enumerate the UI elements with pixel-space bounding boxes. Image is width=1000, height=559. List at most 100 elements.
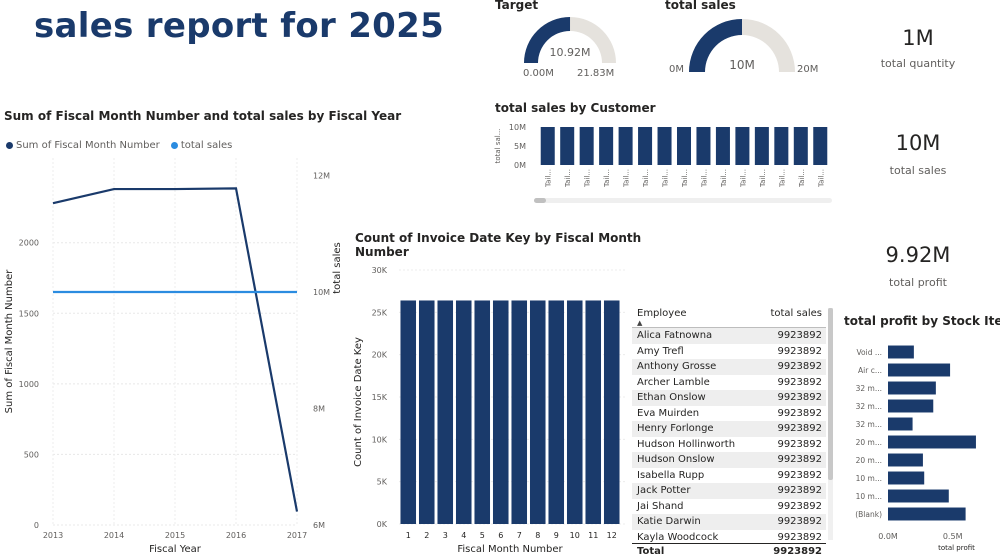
table-row[interactable]: Eva Muirden 9923892	[632, 406, 826, 422]
bar[interactable]	[529, 300, 546, 524]
line-chart[interactable]: 0 500 1000 1500 2000 6M 8M 10M 12M 2013 2014 2015 20…	[0, 148, 345, 559]
employee-total-sales: 9923892	[777, 345, 822, 357]
profit-chart[interactable]: Void ... Air c... 32 m... 32 m... 32 m... 20 …	[840, 335, 998, 559]
bar[interactable]	[888, 507, 966, 521]
employee-name: Amy Trefl	[637, 345, 684, 357]
x-tick-label: 9	[554, 531, 559, 540]
y-tick-label: 32 m...	[856, 420, 882, 429]
bar[interactable]	[579, 127, 594, 165]
table-row[interactable]: Amy Trefl 9923892	[632, 344, 826, 360]
bar[interactable]	[585, 300, 602, 524]
x-tick-label: 0.5M	[943, 532, 963, 541]
bar[interactable]	[560, 127, 575, 165]
y-tick-label: 5K	[377, 478, 388, 487]
bar[interactable]	[638, 127, 653, 165]
employee-table[interactable]: Employee ▲ total sales Alica Fatnowna 992…	[632, 306, 826, 559]
bar[interactable]	[888, 453, 923, 467]
employee-name: Henry Forlonge	[637, 423, 714, 434]
bar[interactable]	[657, 127, 672, 165]
bar[interactable]	[715, 127, 730, 165]
bar[interactable]	[418, 300, 435, 524]
y-tick-label: 10 m...	[856, 492, 882, 501]
y-tick-label: 20 m...	[856, 438, 882, 447]
invoice-chart-title-line2: Number	[355, 245, 409, 259]
table-row[interactable]: Hudson Hollinworth 9923892	[632, 437, 826, 453]
bar[interactable]	[793, 127, 808, 165]
table-row[interactable]: Kayla Woodcock 9923892	[632, 530, 826, 544]
target-gauge[interactable]	[515, 12, 625, 82]
y-tick-label: 10 m...	[856, 474, 882, 483]
bar[interactable]	[774, 127, 789, 165]
bar[interactable]	[696, 127, 711, 165]
customer-chart[interactable]: 0M 5M 10M total sal... Tail... Tail... Tail...…	[490, 118, 840, 198]
employee-name: Alica Fatnowna	[637, 330, 713, 341]
page-title: sales report for 2025	[34, 6, 445, 46]
bar[interactable]	[888, 471, 925, 485]
y2-tick-label: 8M	[313, 404, 325, 413]
bar[interactable]	[511, 300, 528, 524]
bar[interactable]	[676, 127, 692, 165]
header-employee[interactable]: Employee ▲	[637, 308, 687, 327]
bar[interactable]	[888, 345, 914, 359]
bar[interactable]	[618, 127, 633, 165]
y-tick-label: 1500	[19, 309, 39, 318]
table-row[interactable]: Jack Potter 9923892	[632, 483, 826, 499]
y-tick-label: 1000	[19, 380, 39, 389]
table-row[interactable]: Isabella Rupp 9923892	[632, 468, 826, 484]
y-tick-label: 2000	[19, 239, 39, 248]
legend-item-total-sales[interactable]: total sales	[170, 140, 232, 151]
total-sales-gauge-max: 20M	[797, 64, 819, 75]
table-row[interactable]: Henry Forlonge 9923892	[632, 421, 826, 437]
bar[interactable]	[754, 127, 769, 165]
y-tick-label: 20K	[372, 351, 388, 360]
bar[interactable]	[888, 399, 934, 413]
bar[interactable]	[437, 300, 454, 524]
x-tick-label: 2014	[104, 531, 124, 540]
employee-total-sales: 9923892	[777, 485, 822, 496]
bar[interactable]	[548, 300, 565, 524]
table-row[interactable]: Archer Lamble 9923892	[632, 375, 826, 391]
x-tick-label: 0.0M	[878, 532, 898, 541]
bar[interactable]	[599, 127, 614, 165]
bar[interactable]	[455, 300, 472, 524]
total-quantity-card-label: total quantity	[880, 57, 956, 70]
employee-total-sales: 9923892	[777, 423, 822, 434]
y-axis-title: total sal...	[494, 129, 502, 164]
bar[interactable]	[888, 381, 936, 395]
bar[interactable]	[888, 435, 976, 449]
bar[interactable]	[492, 300, 509, 524]
bar[interactable]	[603, 300, 620, 524]
table-scroll-thumb[interactable]	[828, 308, 833, 480]
table-row[interactable]: Ethan Onslow 9923892	[632, 390, 826, 406]
table-row[interactable]: Alica Fatnowna 9923892	[632, 328, 826, 344]
table-row[interactable]: Jai Shand 9923892	[632, 499, 826, 515]
table-row[interactable]: Katie Darwin 9923892	[632, 514, 826, 530]
employee-name: Hudson Onslow	[637, 454, 715, 465]
table-row[interactable]: Anthony Grosse 9923892	[632, 359, 826, 375]
bar[interactable]	[474, 300, 491, 524]
series-line-fiscal-month[interactable]	[52, 187, 299, 512]
bar[interactable]	[400, 300, 417, 524]
x-tick-label: 5	[480, 531, 485, 540]
x-tick-label: Tail...	[545, 169, 553, 188]
customer-chart-scroll-thumb[interactable]	[534, 198, 546, 203]
y-tick-label: 32 m...	[856, 384, 882, 393]
invoice-chart-title-line1: Count of Invoice Date Key by Fiscal Mont…	[355, 231, 642, 245]
header-total-sales[interactable]: total sales	[770, 308, 822, 319]
y-tick-label: 10K	[372, 435, 388, 444]
legend-item-fiscal-month[interactable]: Sum of Fiscal Month Number	[6, 140, 160, 151]
bar[interactable]	[566, 300, 583, 524]
x-tick-label: Tail...	[739, 169, 747, 188]
customer-chart-scrollbar[interactable]	[534, 198, 832, 203]
bar[interactable]	[888, 489, 949, 503]
bar[interactable]	[888, 363, 951, 377]
bar[interactable]	[540, 127, 555, 165]
bar[interactable]	[888, 417, 913, 431]
total-sales-gauge[interactable]	[687, 12, 797, 82]
table-row[interactable]: Hudson Onslow 9923892	[632, 452, 826, 468]
bar[interactable]	[735, 127, 750, 165]
bar[interactable]	[813, 127, 828, 165]
employee-name: Katie Darwin	[637, 516, 701, 527]
profit-chart-title: total profit by Stock Item	[844, 314, 1000, 328]
